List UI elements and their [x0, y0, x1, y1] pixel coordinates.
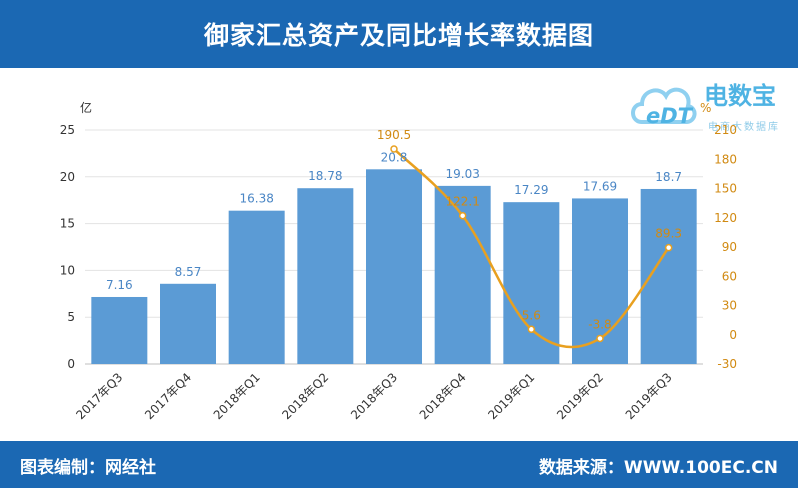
x-tick-label: 2019年Q3	[623, 370, 675, 422]
x-tick-label: 2018年Q1	[211, 370, 263, 422]
line-point	[596, 334, 604, 343]
x-tick-label: 2018年Q2	[279, 370, 331, 422]
logo-name-cn: 电数宝	[704, 82, 776, 110]
y-left-tick-label: 25	[60, 123, 75, 137]
bar	[366, 169, 422, 364]
chart-header: 御家汇总资产及同比增长率数据图	[0, 0, 798, 68]
line-point	[527, 325, 536, 334]
y-right-tick-label: 0	[729, 328, 737, 342]
bar	[297, 188, 354, 364]
cloud-icon	[631, 87, 697, 124]
bar-value-label: 17.29	[514, 183, 548, 197]
data-labels: 7.16 8.57 16.38 18.78 20.8 19.03 17.29 17.69 18.…	[106, 128, 682, 331]
x-tick-label: 2019年Q1	[485, 370, 537, 422]
y-left-unit: 亿	[80, 100, 92, 115]
y-right-tick-label: 60	[722, 269, 737, 283]
bar-value-label: 18.78	[308, 169, 342, 183]
line-point	[390, 145, 398, 153]
y-right-tick-label: 90	[722, 240, 737, 254]
bar-series	[91, 169, 697, 364]
y-left-tick-label: 20	[60, 170, 75, 184]
line-point	[664, 243, 673, 252]
line-value-label: 122.1	[445, 195, 479, 209]
bar-value-label: 17.69	[583, 179, 617, 193]
bar	[503, 202, 560, 364]
y-left-tick-label: 0	[67, 357, 75, 371]
y-right-tick-label: 120	[714, 211, 737, 225]
y-right-tick-label: 30	[722, 299, 737, 313]
y-right-tick-label: 180	[714, 152, 737, 166]
bar	[228, 210, 285, 364]
y-left-tick-label: 10	[60, 263, 75, 277]
line-value-label: 5.6	[522, 308, 541, 322]
y-right-unit: %	[700, 101, 711, 115]
line-value-label: -3.8	[588, 317, 611, 331]
chart-title: 御家汇总资产及同比增长率数据图	[203, 21, 594, 50]
y-right-tick-label: 150	[714, 182, 737, 196]
footer-editor: 图表编制：网经社	[20, 458, 156, 478]
chart-footer: 图表编制：网经社 数据来源：WWW.100EC.CN	[0, 441, 798, 488]
logo-name-en: eDT	[646, 104, 692, 128]
bar	[160, 283, 216, 364]
line-series	[390, 145, 673, 349]
bar	[91, 296, 148, 364]
bar-value-label: 16.38	[239, 192, 273, 206]
bar-value-label: 7.16	[106, 278, 133, 292]
line-value-label: 89.3	[655, 227, 682, 241]
line-point	[458, 211, 467, 220]
x-tick-label: 2017年Q4	[142, 370, 194, 422]
bar-value-label: 18.7	[655, 170, 682, 184]
y-left-tick-label: 5	[67, 310, 75, 324]
x-tick-label: 2018年Q3	[348, 370, 400, 422]
edt-logo: 电数宝 eDT 电商大数据库	[628, 74, 793, 136]
bar-value-label: 20.8	[381, 150, 408, 164]
combo-chart: 0 5 10 15 20 25 -30 0 30 60 90 120 150 180 210 亿 % 2017年Q…	[60, 100, 737, 422]
line-value-label: 190.5	[377, 128, 411, 142]
x-tick-label: 2019年Q2	[554, 370, 606, 422]
y-left-tick-label: 15	[60, 217, 75, 231]
footer-source: 数据来源：WWW.100EC.CN	[538, 458, 778, 478]
y-right-tick-label: 210	[714, 123, 737, 137]
x-tick-label: 2018年Q4	[417, 370, 469, 422]
x-tick-label: 2017年Q3	[73, 370, 125, 422]
bar-value-label: 8.57	[175, 265, 202, 279]
logo-tagline: 电商大数据库	[708, 122, 780, 133]
y-right-tick-label: -30	[717, 357, 737, 371]
bar-value-label: 19.03	[445, 167, 479, 181]
